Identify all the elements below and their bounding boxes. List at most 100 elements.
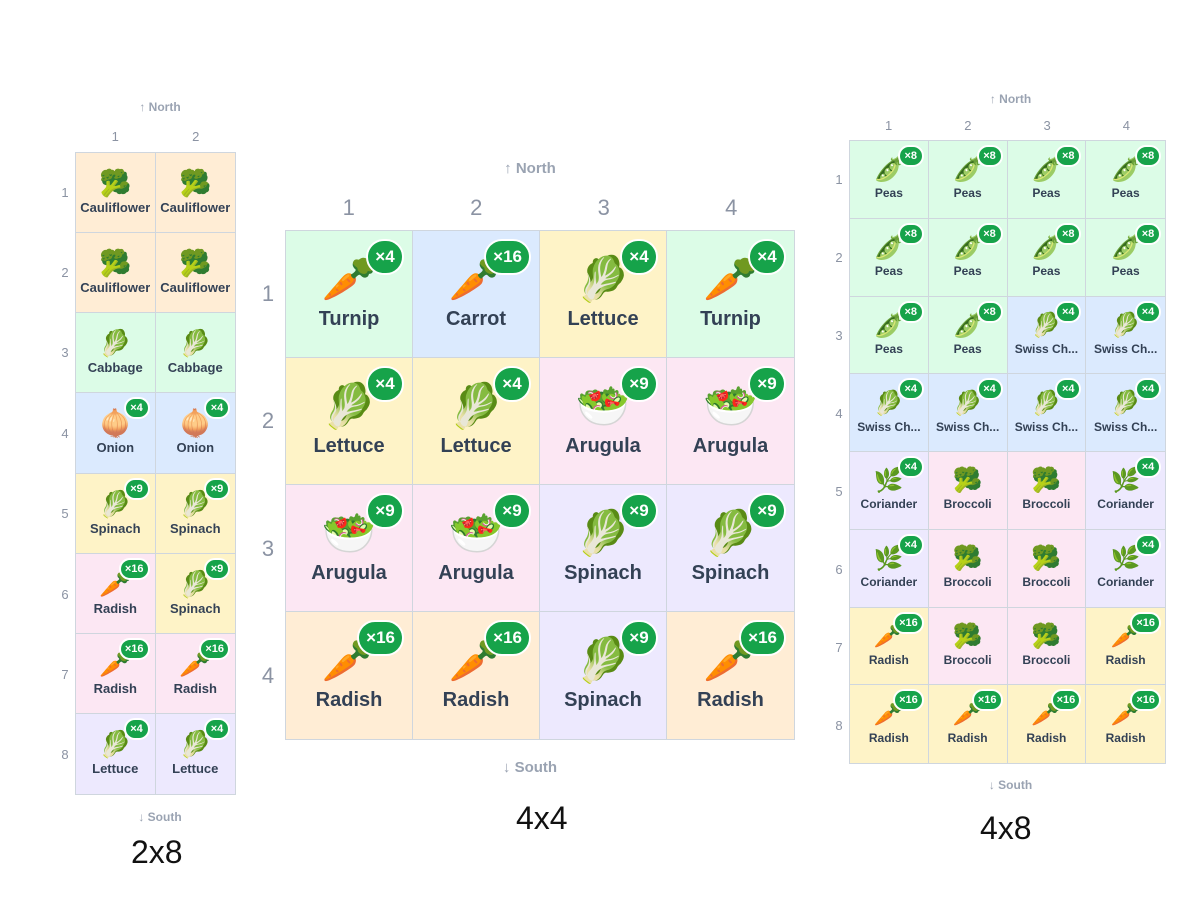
plot-cell[interactable]: 🥦 Broccoli — [1007, 529, 1087, 608]
plot-cell[interactable]: 🫛 Peas ×8 — [850, 218, 929, 297]
plot-cell[interactable]: 🫛 Peas ×8 — [928, 218, 1008, 297]
plot-cell[interactable]: 🥕 Turnip ×4 — [667, 231, 794, 358]
plot-cell[interactable]: 🥬 Swiss Ch... ×4 — [1007, 296, 1087, 375]
plot-cell[interactable]: 🫛 Peas ×8 — [928, 141, 1008, 219]
plant-count-badge: ×4 — [204, 397, 230, 420]
plant-label: Arugula — [565, 434, 641, 457]
plot-cell[interactable]: 🥗 Arugula ×9 — [413, 485, 540, 612]
column-number: 1 — [342, 195, 355, 220]
plot-cell[interactable]: 🥬 Lettuce ×4 — [540, 231, 667, 358]
plant-count-badge: ×8 — [897, 145, 924, 167]
plant-icon: 🌿 — [1110, 467, 1141, 495]
plot-cell[interactable]: 🥗 Arugula ×9 — [540, 358, 667, 485]
plot-cell[interactable]: 🥬 Spinach ×9 — [667, 485, 794, 612]
plot-cell[interactable]: 🥗 Arugula ×9 — [667, 358, 794, 485]
plant-count-badge: ×9 — [123, 477, 150, 500]
plot-cell[interactable]: 🥬 Spinach ×9 — [155, 473, 235, 554]
plot-cell[interactable]: 🥕 Radish ×16 — [1086, 607, 1165, 686]
plant-count-badge: ×4 — [1135, 456, 1161, 478]
plot-cell[interactable]: 🥦 Cauliflower — [155, 233, 235, 314]
column-number: 1 — [111, 129, 119, 144]
plot-cell[interactable]: 🥦 Broccoli — [928, 452, 1008, 530]
plant-count-badge: ×16 — [971, 689, 1003, 712]
plot-cell[interactable]: 🥬 Swiss Ch... ×4 — [928, 374, 1008, 452]
column-numbers: 1 2 3 4 — [849, 118, 1166, 133]
north-label: ↑ North — [139, 100, 181, 114]
plan-caption: 4x4 — [516, 800, 568, 836]
plot-cell[interactable]: 🥬 Lettuce ×4 — [413, 358, 540, 485]
plot-cell[interactable]: 🥕 Radish ×16 — [286, 612, 413, 739]
plot-cell[interactable]: 🧅 Onion ×4 — [76, 393, 156, 474]
plant-count-badge: ×4 — [976, 378, 1003, 401]
plot-cell[interactable]: 🌿 Coriander ×4 — [850, 529, 929, 608]
plot-cell[interactable]: 🥕 Radish ×16 — [850, 685, 929, 763]
plot-cell[interactable]: 🥕 Carrot ×16 — [413, 231, 540, 358]
plot-cell[interactable]: 🥦 Cauliflower — [155, 153, 235, 234]
plant-count-badge: ×4 — [748, 239, 786, 275]
plot-cell[interactable]: 🫛 Peas ×8 — [1007, 141, 1087, 219]
plant-label: Peas — [874, 341, 903, 356]
plot-cell[interactable]: 🌿 Coriander ×4 — [850, 452, 929, 530]
plot-cell[interactable]: 🥬 Spinach ×9 — [540, 612, 667, 739]
plot-cell[interactable]: 🥬 Lettuce ×4 — [155, 713, 235, 794]
plot-cell[interactable]: 🌿 Coriander ×4 — [1086, 452, 1165, 530]
plot-cell[interactable]: 🥦 Cauliflower — [76, 153, 156, 234]
plant-label: Cauliflower — [80, 200, 151, 216]
plot-cell[interactable]: 🫛 Peas ×8 — [850, 141, 929, 219]
plant-label: Turnip — [700, 307, 761, 330]
plot-cell[interactable]: 🫛 Peas ×8 — [850, 296, 929, 375]
plant-count-badge: ×16 — [357, 620, 404, 656]
plot-cell[interactable]: 🥬 Swiss Ch... ×4 — [1007, 374, 1087, 452]
plot-cell[interactable]: 🥕 Radish ×16 — [76, 553, 156, 634]
plot-cell[interactable]: 🥬 Spinach ×9 — [76, 473, 156, 554]
plant-count-badge: ×8 — [1135, 222, 1161, 245]
plot-cell[interactable]: 🥬 Spinach ×9 — [155, 553, 235, 634]
plot-cell[interactable]: 🥬 Cabbage — [76, 313, 156, 394]
plot-cell[interactable]: 🥕 Radish ×16 — [1086, 685, 1165, 763]
plot-cell[interactable]: 🥦 Broccoli — [1007, 607, 1087, 686]
plot-cell[interactable]: 🥕 Radish ×16 — [413, 612, 540, 739]
plot-cell[interactable]: 🫛 Peas ×8 — [1007, 218, 1087, 297]
plant-count-badge: ×4 — [493, 366, 531, 402]
plot-cell[interactable]: 🫛 Peas ×8 — [928, 296, 1008, 375]
plant-count-badge: ×8 — [976, 300, 1003, 323]
garden-grid: 🥕 Turnip ×4 🥕 Carrot ×16 🥬 Lettuce ×4 🥕 Turnip ×4 🥬 L… — [285, 230, 795, 740]
plant-icon: 🥦 — [952, 467, 983, 495]
plot-cell[interactable]: 🥦 Broccoli — [928, 607, 1008, 686]
plant-label: Spinach — [564, 561, 642, 584]
plot-cell[interactable]: 🥬 Cabbage — [155, 313, 235, 394]
plot-cell[interactable]: 🫛 Peas ×8 — [1086, 218, 1165, 297]
plant-icon: 🥬 — [873, 389, 904, 417]
plot-cell[interactable]: 🥕 Radish ×16 — [667, 612, 794, 739]
plant-count-badge: ×4 — [1055, 378, 1082, 401]
plot-cell[interactable]: 🧅 Onion ×4 — [155, 393, 235, 474]
plot-cell[interactable]: 🥕 Radish ×16 — [850, 607, 929, 686]
plot-cell[interactable]: 🥬 Swiss Ch... ×4 — [1086, 296, 1165, 375]
plot-cell[interactable]: 🥦 Broccoli — [928, 529, 1008, 608]
south-label: ↓ South — [138, 810, 182, 824]
plot-cell[interactable]: 🥦 Broccoli — [1007, 452, 1087, 530]
plot-cell[interactable]: 🥕 Radish ×16 — [76, 633, 156, 714]
plot-cell[interactable]: 🌿 Coriander ×4 — [1086, 529, 1165, 608]
plot-cell[interactable]: 🥕 Radish ×16 — [155, 633, 235, 714]
row-number: 7 — [835, 639, 843, 655]
plot-cell[interactable]: 🥬 Swiss Ch... ×4 — [850, 374, 929, 452]
south-label: ↓ South — [502, 759, 558, 776]
plot-cell[interactable]: 🥕 Radish ×16 — [928, 685, 1008, 763]
plot-cell[interactable]: 🥬 Swiss Ch... ×4 — [1086, 374, 1165, 452]
plot-cell[interactable]: 🫛 Peas ×8 — [1086, 141, 1165, 219]
plot-cell[interactable]: 🥗 Arugula ×9 — [286, 485, 413, 612]
plot-cell[interactable]: 🥬 Lettuce ×4 — [286, 358, 413, 485]
plot-cell[interactable]: 🥦 Cauliflower — [76, 233, 156, 314]
plant-count-badge: ×9 — [204, 477, 230, 500]
plant-count-badge: ×9 — [748, 493, 786, 529]
plot-cell[interactable]: 🥕 Radish ×16 — [1007, 685, 1087, 763]
plot-cell[interactable]: 🥬 Lettuce ×4 — [76, 713, 156, 794]
row-number: 2 — [835, 249, 843, 265]
plant-label: Swiss Ch... — [935, 419, 1000, 434]
plot-cell[interactable]: 🥕 Turnip ×4 — [286, 231, 413, 358]
plant-label: Onion — [176, 440, 215, 456]
plant-count-badge: ×9 — [620, 493, 658, 529]
column-number: 1 — [885, 118, 893, 133]
plot-cell[interactable]: 🥬 Spinach ×9 — [540, 485, 667, 612]
